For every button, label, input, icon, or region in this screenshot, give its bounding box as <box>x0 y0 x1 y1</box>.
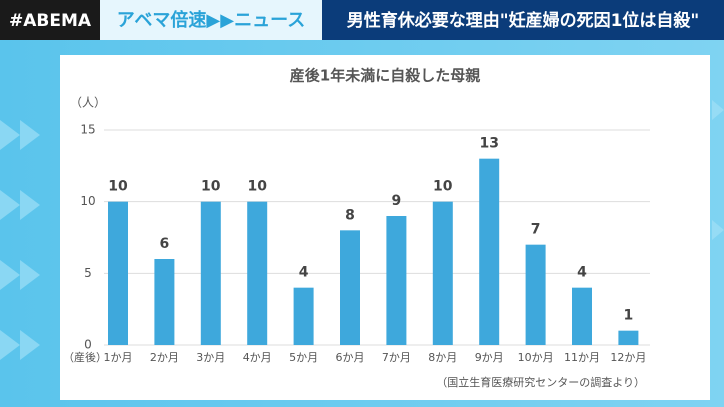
value-label: 9 <box>392 193 402 209</box>
chart-title: 産後1年未満に自殺した母親 <box>290 67 480 85</box>
x-tick-label: 6か月 <box>336 351 365 364</box>
bar <box>386 216 407 345</box>
value-label: 10 <box>433 179 453 195</box>
value-label: 8 <box>345 207 355 223</box>
program-box <box>100 0 322 40</box>
y-tick-label: 15 <box>80 123 95 137</box>
brand-box <box>0 0 100 40</box>
y-axis-label: （人） <box>70 96 106 110</box>
x-tick-label: 9か月 <box>475 351 504 364</box>
bar <box>108 201 128 345</box>
brand: #ABEMA <box>9 11 92 31</box>
bar <box>340 230 360 345</box>
value-label: 6 <box>160 236 170 252</box>
value-label: 7 <box>531 222 541 238</box>
bar <box>200 201 221 345</box>
bar <box>154 259 175 345</box>
x-tick-label: 5か月 <box>289 351 318 364</box>
program: アベマ倍速▶▶ニュース <box>117 9 305 31</box>
value-label: 1 <box>624 308 634 324</box>
x-tick-label: 11か月 <box>564 351 600 364</box>
y-tick-label: 0 <box>84 338 92 352</box>
bar <box>618 330 639 345</box>
x-tick-label: 2か月 <box>150 351 179 364</box>
x-tick-label: 8か月 <box>428 351 457 364</box>
x-tick-label: 1か月 <box>104 351 133 364</box>
x-tick-label: 12か月 <box>610 351 646 364</box>
headline: 男性育休必要な理由"妊産婦の死因1位は自殺" <box>347 10 700 31</box>
value-label: 4 <box>299 265 309 281</box>
value-label: 10 <box>201 179 221 195</box>
x-tick-label: 4か月 <box>243 351 272 364</box>
bar <box>525 244 546 345</box>
chart-panel <box>60 55 710 400</box>
bar <box>432 201 453 345</box>
source: （国立生育医療研究センターの調査より） <box>436 375 645 389</box>
y-tick-label: 5 <box>84 266 92 280</box>
x-axis-label: （産後） <box>63 350 107 364</box>
headline-box <box>322 0 724 40</box>
bar <box>247 201 268 345</box>
value-label: 10 <box>247 179 267 195</box>
chevrons <box>0 100 724 360</box>
x-tick-label: 10か月 <box>518 351 554 364</box>
bar <box>479 158 500 345</box>
value-label: 4 <box>577 265 587 281</box>
x-tick-label: 3か月 <box>196 351 225 364</box>
value-label: 10 <box>108 179 128 195</box>
y-tick-label: 10 <box>80 194 95 208</box>
value-label: 13 <box>479 136 498 152</box>
x-tick-label: 7か月 <box>382 351 411 364</box>
bar <box>293 287 314 345</box>
bar <box>572 287 592 345</box>
